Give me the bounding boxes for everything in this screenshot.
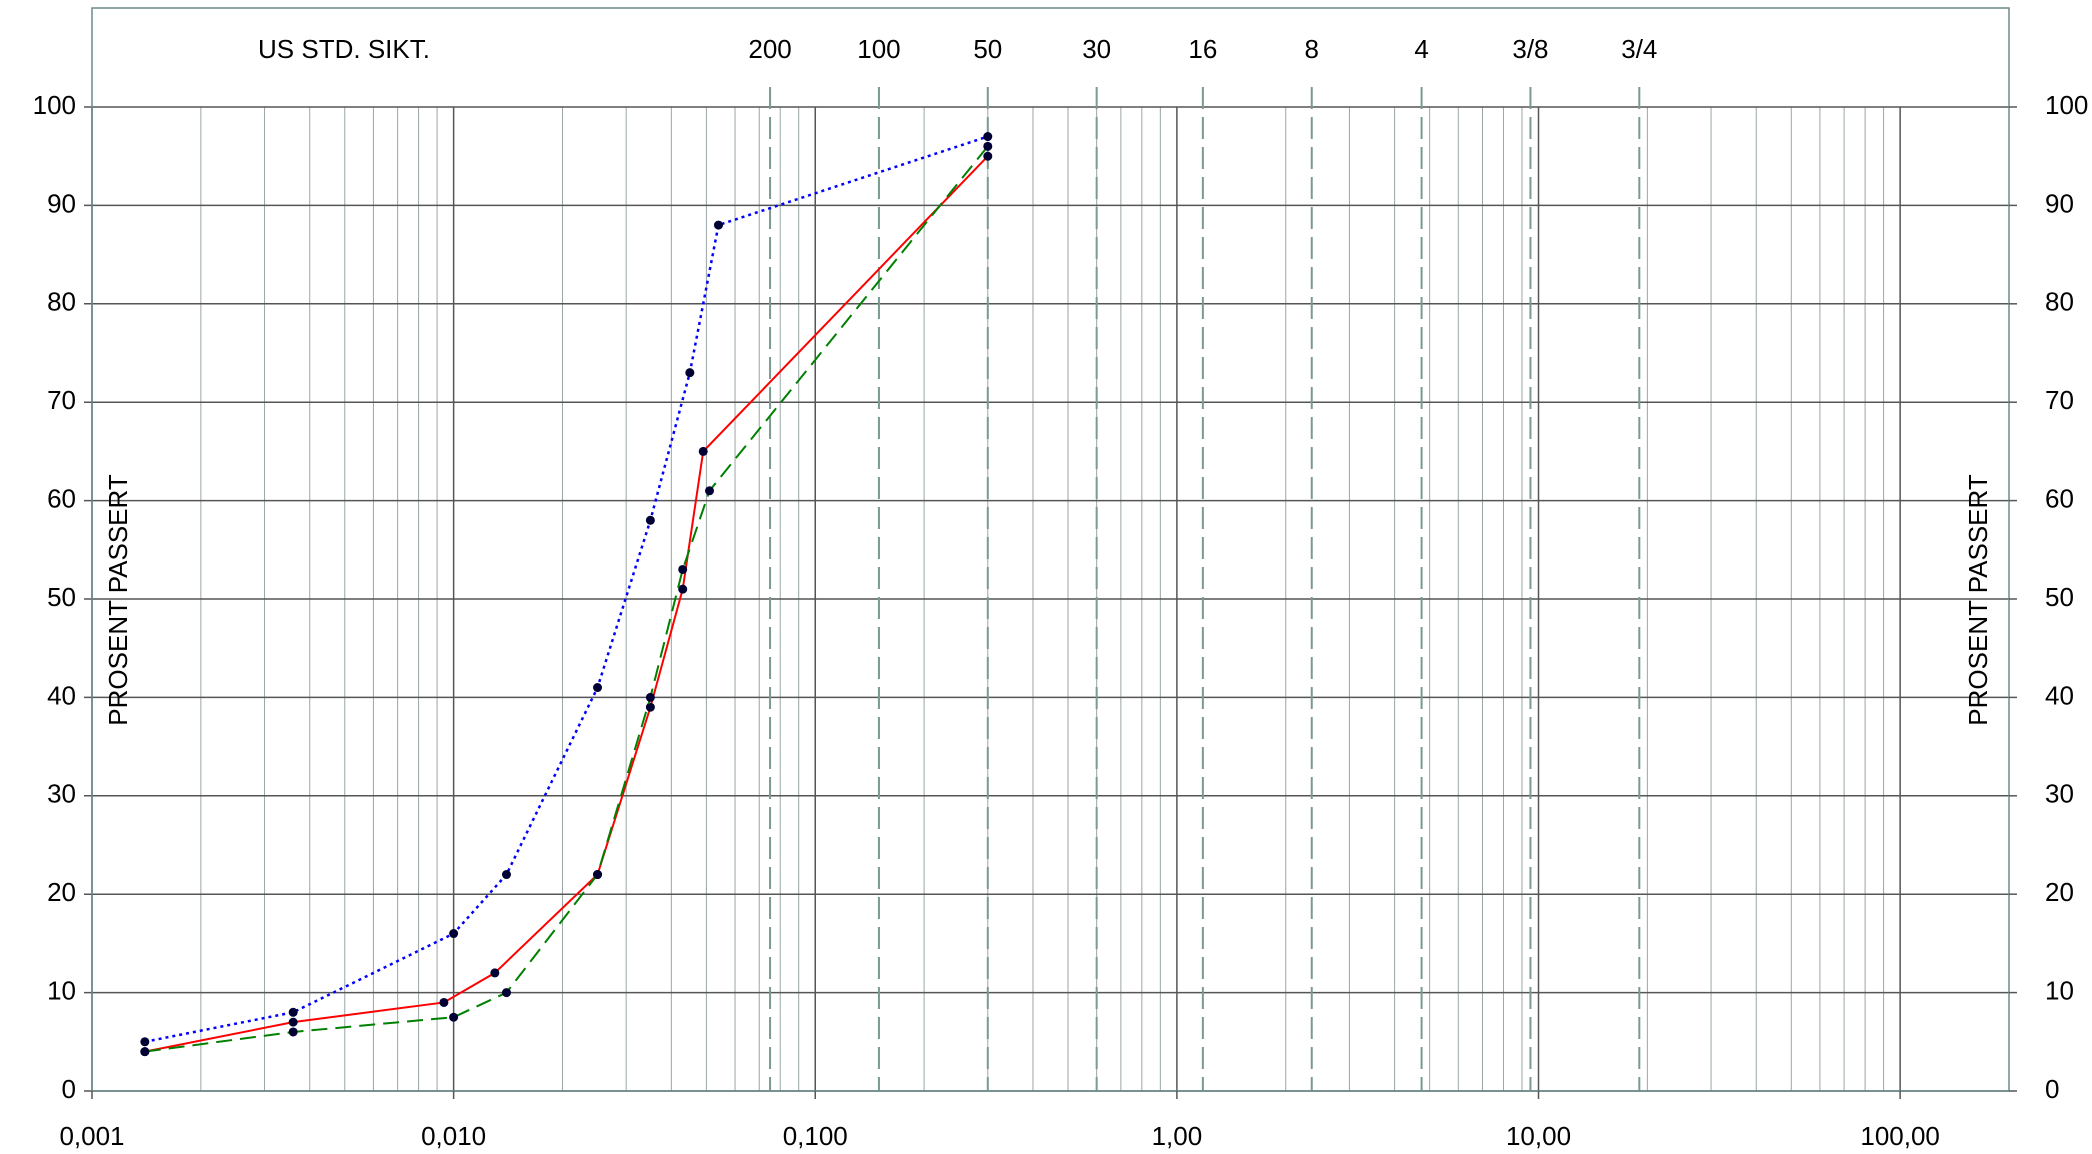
y2-tick-label: 0 [2045, 1074, 2059, 1104]
data-point [288, 1017, 298, 1027]
data-point [501, 870, 511, 880]
y-tick-label: 80 [47, 287, 76, 317]
sieve-label: 3/4 [1621, 34, 1657, 64]
data-point [140, 1037, 150, 1047]
data-point [288, 1027, 298, 1037]
y-tick-label: 90 [47, 188, 76, 218]
sieve-label: 50 [973, 34, 1002, 64]
data-point [490, 968, 500, 978]
y-tick-label: 50 [47, 582, 76, 612]
y-tick-label: 30 [47, 779, 76, 809]
x-tick-label: 1,00 [1152, 1121, 1203, 1151]
sieve-label: 16 [1188, 34, 1217, 64]
y2-tick-label: 80 [2045, 287, 2074, 317]
grid [84, 87, 2010, 1092]
y2-axis-label: PROSENT PASSERT [1963, 474, 1993, 726]
y-tick-label: 70 [47, 385, 76, 415]
y2-tick-label: 100 [2045, 90, 2088, 120]
plot-frame [91, 7, 2010, 1092]
series-line [144, 155, 989, 1053]
data-point [983, 141, 993, 151]
chart-title: US STD. SIKT. [258, 34, 430, 64]
sieve-label: 8 [1305, 34, 1319, 64]
sieve-label: 3/8 [1512, 34, 1548, 64]
data-point [439, 997, 449, 1007]
data-point [983, 132, 993, 142]
data-point [449, 1012, 459, 1022]
x-tick-label: 10,00 [1506, 1121, 1571, 1151]
sieve-label: 4 [1414, 34, 1428, 64]
data-point [501, 988, 511, 998]
data-point [705, 486, 715, 496]
x-tick-label: 0,100 [783, 1121, 848, 1151]
y2-tick-label: 70 [2045, 385, 2074, 415]
data-point [685, 368, 695, 378]
data-point [983, 151, 993, 161]
data-point [698, 446, 708, 456]
data-point [593, 683, 603, 693]
data-point [713, 220, 723, 230]
data-point [288, 1007, 298, 1017]
y-tick-label: 0 [62, 1074, 76, 1104]
series-line [144, 135, 989, 1044]
x-tick-label: 0,001 [59, 1121, 124, 1151]
y-tick-label: 100 [33, 90, 76, 120]
data-point [645, 702, 655, 712]
y2-tick-label: 10 [2045, 975, 2074, 1005]
y2-tick-label: 60 [2045, 483, 2074, 513]
data-point [645, 692, 655, 702]
y-tick-label: 40 [47, 680, 76, 710]
y2-tick-label: 40 [2045, 680, 2074, 710]
data-point [593, 870, 603, 880]
y2-tick-label: 30 [2045, 779, 2074, 809]
y2-tick-label: 20 [2045, 877, 2074, 907]
data-point [140, 1047, 150, 1057]
y2-tick-label: 50 [2045, 582, 2074, 612]
y2-tick-label: 90 [2045, 188, 2074, 218]
data-point [645, 515, 655, 525]
data-point [678, 584, 688, 594]
sieve-label: 100 [857, 34, 900, 64]
data-point [449, 929, 459, 939]
x-tick-label: 100,00 [1860, 1121, 1940, 1151]
y-tick-label: 60 [47, 483, 76, 513]
x-tick-label: 0,010 [421, 1121, 486, 1151]
data-point [678, 564, 688, 574]
y-axis-label: PROSENT PASSERT [103, 474, 133, 726]
sieve-label: 30 [1082, 34, 1111, 64]
y-tick-label: 20 [47, 877, 76, 907]
sieve-label: 200 [748, 34, 791, 64]
y-tick-label: 10 [47, 975, 76, 1005]
